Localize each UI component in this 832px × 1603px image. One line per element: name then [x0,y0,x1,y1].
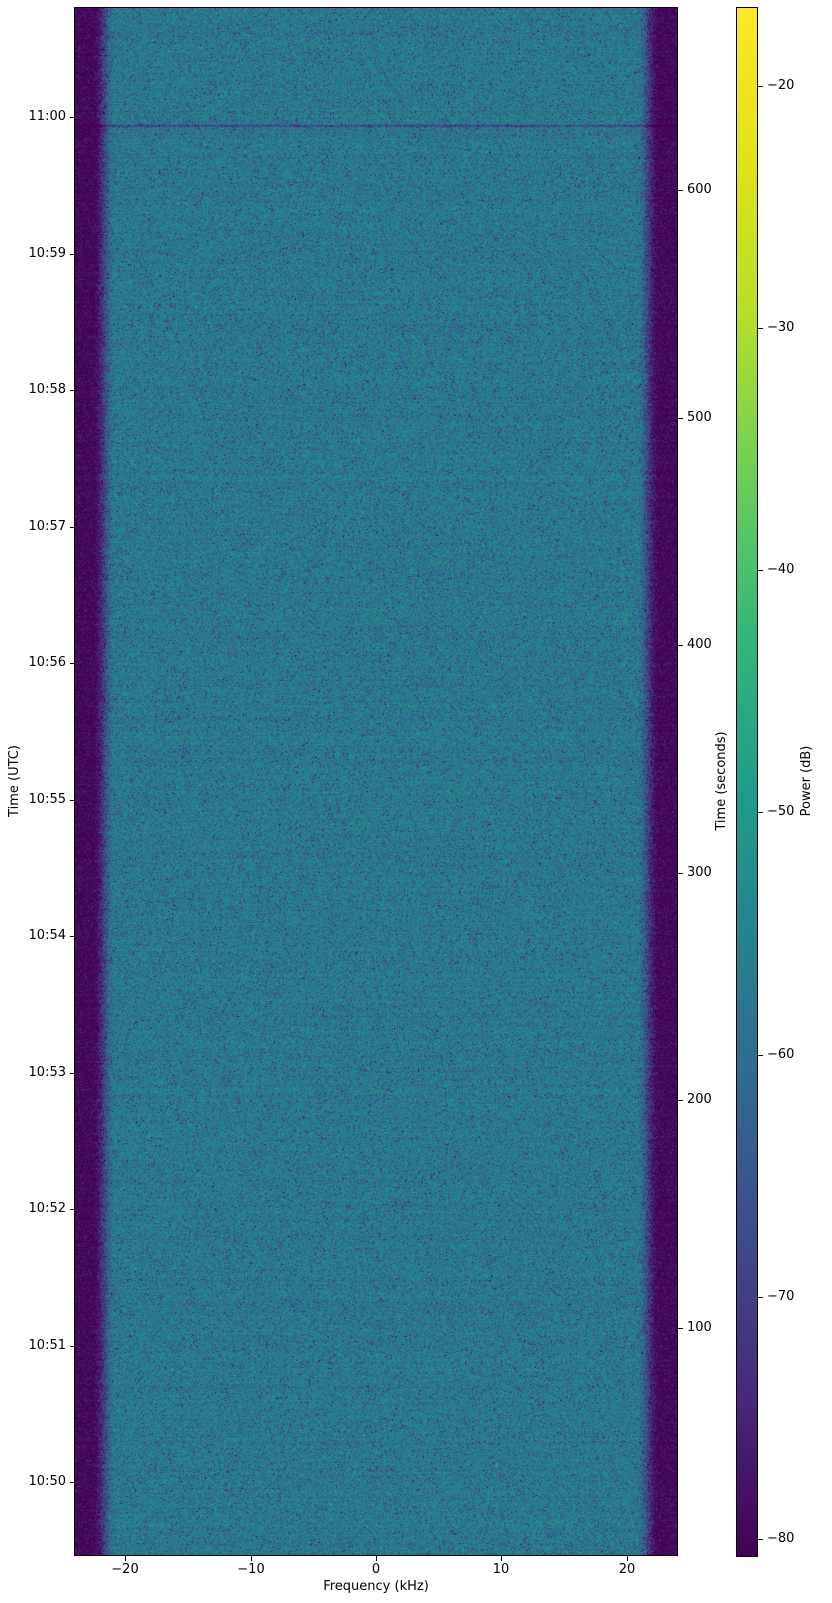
freq-tick-mark [251,1556,252,1561]
seconds-tick-label: 600 [687,182,712,197]
spectrogram-plot-frame [74,7,678,1556]
colorbar-tick-label: −80 [767,1531,795,1546]
right-axis-label: Time (seconds) [714,731,729,831]
colorbar-gradient [737,8,757,1556]
freq-tick-label: −20 [111,1562,139,1577]
utc-tick-mark [70,254,75,255]
utc-tick-label: 10:50 [28,1474,66,1489]
utc-tick-label: 10:52 [28,1201,66,1216]
spectrogram-image [75,8,677,1555]
utc-tick-mark [70,1482,75,1483]
seconds-tick-mark [678,190,683,191]
seconds-tick-label: 300 [687,865,712,880]
utc-tick-label: 10:59 [28,246,66,261]
seconds-tick-mark [678,645,683,646]
colorbar-tick-label: −40 [767,562,795,577]
utc-tick-label: 10:55 [28,792,66,807]
left-axis-label: Time (UTC) [7,745,22,817]
freq-tick-label: 20 [618,1562,636,1577]
utc-tick-mark [70,663,75,664]
freq-tick-mark [376,1556,377,1561]
seconds-tick-label: 100 [687,1320,712,1335]
colorbar-tick-mark [758,1055,763,1056]
seconds-tick-mark [678,1100,683,1101]
freq-tick-mark [125,1556,126,1561]
utc-tick-label: 10:54 [28,928,66,943]
utc-tick-mark [70,117,75,118]
utc-tick-mark [70,390,75,391]
utc-tick-mark [70,1209,75,1210]
utc-tick-label: 10:57 [28,519,66,534]
utc-tick-mark [70,800,75,801]
seconds-tick-mark [678,418,683,419]
colorbar-tick-label: −30 [767,320,795,335]
seconds-tick-label: 400 [687,637,712,652]
utc-tick-mark [70,936,75,937]
colorbar-tick-mark [758,86,763,87]
freq-tick-label: 10 [492,1562,510,1577]
x-axis-label: Frequency (kHz) [323,1579,429,1594]
freq-tick-mark [627,1556,628,1561]
seconds-tick-mark [678,1328,683,1329]
colorbar-tick-label: −50 [767,804,795,819]
utc-tick-mark [70,1346,75,1347]
utc-tick-label: 10:56 [28,655,66,670]
freq-tick-label: −10 [237,1562,265,1577]
utc-tick-label: 10:58 [28,382,66,397]
utc-tick-mark [70,1073,75,1074]
colorbar-tick-mark [758,328,763,329]
colorbar-tick-mark [758,570,763,571]
colorbar-tick-mark [758,1539,763,1540]
freq-tick-mark [501,1556,502,1561]
utc-tick-label: 11:00 [28,109,66,124]
seconds-tick-label: 500 [687,410,712,425]
utc-tick-label: 10:51 [28,1338,66,1353]
colorbar-tick-mark [758,812,763,813]
seconds-tick-mark [678,873,683,874]
seconds-tick-label: 200 [687,1092,712,1107]
colorbar [736,7,758,1557]
utc-tick-label: 10:53 [28,1065,66,1080]
colorbar-tick-mark [758,1297,763,1298]
freq-tick-label: 0 [371,1562,381,1577]
colorbar-tick-label: −20 [767,78,795,93]
colorbar-label: Power (dB) [799,745,814,817]
colorbar-tick-label: −60 [767,1047,795,1062]
utc-tick-mark [70,527,75,528]
colorbar-tick-label: −70 [767,1289,795,1304]
